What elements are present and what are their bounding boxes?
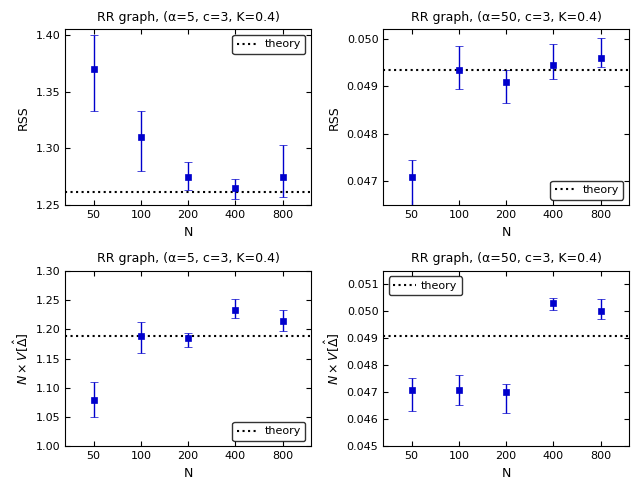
Legend: theory: theory [389,276,462,295]
Legend: theory: theory [232,422,305,441]
theory [360,333,368,339]
theory [42,189,50,194]
Y-axis label: RSS: RSS [17,105,30,130]
Title: RR graph, (α=5, c=3, K=0.4): RR graph, (α=5, c=3, K=0.4) [97,11,280,24]
theory [90,333,97,339]
X-axis label: N: N [501,467,511,480]
Legend: theory: theory [550,181,623,199]
theory [408,333,415,339]
X-axis label: N: N [501,225,511,239]
X-axis label: N: N [184,467,193,480]
Title: RR graph, (α=50, c=3, K=0.4): RR graph, (α=50, c=3, K=0.4) [411,252,602,266]
Y-axis label: RSS: RSS [328,105,341,130]
Legend: theory: theory [232,35,305,54]
theory [360,67,368,73]
theory [408,67,415,73]
X-axis label: N: N [184,225,193,239]
Title: RR graph, (α=50, c=3, K=0.4): RR graph, (α=50, c=3, K=0.4) [411,11,602,24]
theory [90,189,97,194]
Title: RR graph, (α=5, c=3, K=0.4): RR graph, (α=5, c=3, K=0.4) [97,252,280,266]
Y-axis label: $N \times V[\hat{\Delta}]$: $N \times V[\hat{\Delta}]$ [11,332,30,385]
Y-axis label: $N \times V[\hat{\Delta}]$: $N \times V[\hat{\Delta}]$ [322,332,341,385]
theory [42,333,50,339]
